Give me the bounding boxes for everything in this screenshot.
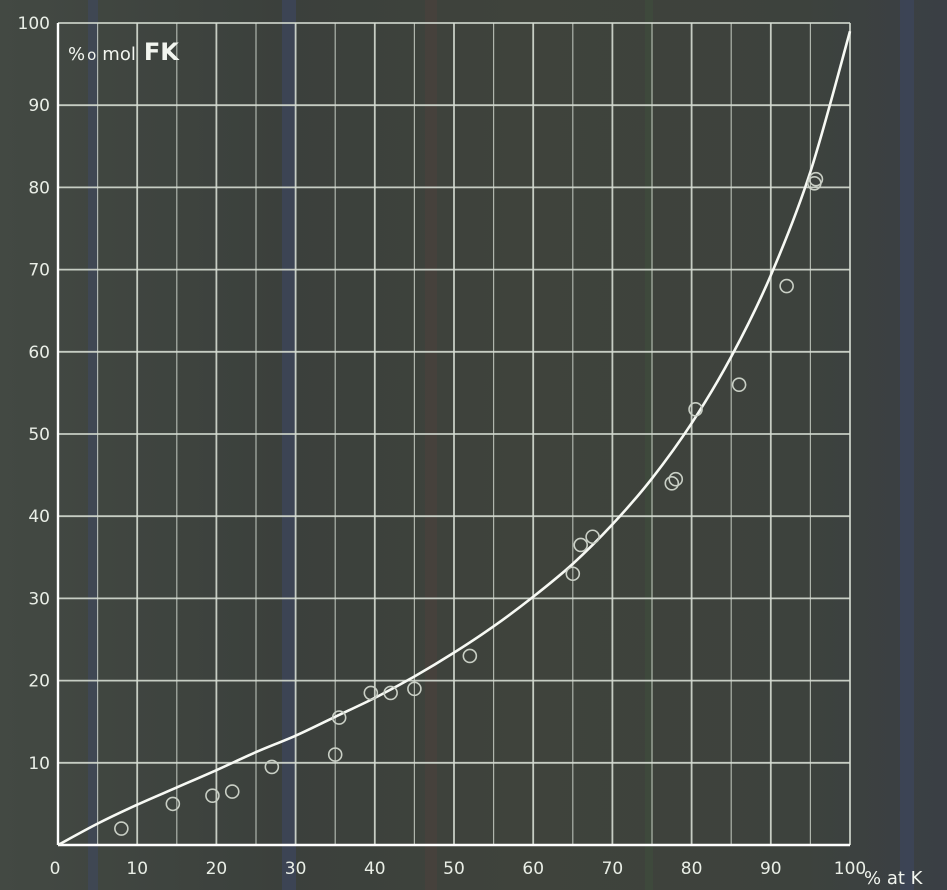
x-axis-label: % at K [864, 868, 924, 889]
y-axis-label: % o mol FK [68, 38, 180, 66]
y-tick-label: 30 [28, 589, 50, 609]
y-tick-label: 70 [28, 261, 50, 281]
fit-curve [57, 30, 852, 847]
data-point [688, 402, 703, 417]
scan-band [900, 0, 914, 890]
data-point [383, 685, 398, 701]
data-point [664, 476, 680, 491]
scan-band [88, 0, 98, 890]
x-tick-label: 70 [602, 859, 624, 879]
x-tick-label: 60 [522, 859, 544, 879]
data-point [462, 648, 478, 664]
grid [56, 22, 851, 847]
x-tick-label: 30 [285, 859, 307, 879]
scan-band [645, 0, 653, 890]
fit-curve-group [57, 30, 852, 847]
scan-band [282, 0, 296, 890]
data-point [165, 796, 181, 812]
data-point [585, 529, 600, 545]
y-tick-label: 50 [28, 425, 50, 445]
tick-labels: 0 10 20 30 40 50 60 70 80 90 100 10 20 30 40 50 60 70 80 90… [18, 14, 867, 879]
data-point [327, 747, 343, 762]
y-tick-label: 90 [28, 96, 50, 116]
data-point [668, 471, 684, 487]
data-point [114, 821, 129, 836]
data-point [224, 784, 240, 799]
data-points [114, 171, 824, 836]
data-point [731, 377, 747, 392]
data-point [363, 685, 379, 701]
data-point [264, 759, 280, 775]
data-point [779, 278, 794, 294]
x-tick-label: 10 [126, 859, 148, 879]
x-tick-label: 20 [206, 859, 228, 879]
y-tick-label: 10 [28, 754, 50, 774]
data-point [565, 566, 581, 582]
scan-band [425, 0, 437, 890]
y-tick-label: 100 [18, 14, 50, 34]
x-tick-label: 90 [760, 859, 782, 879]
data-point [573, 537, 589, 553]
x-tick-label: 0 [50, 859, 61, 879]
x-tick-label: 100 [834, 859, 866, 879]
x-tick-label: 80 [681, 859, 703, 879]
data-point [808, 171, 824, 187]
data-point [205, 788, 220, 803]
y-tick-label: 60 [28, 343, 50, 363]
y-tick-label: 40 [28, 507, 50, 527]
data-point [331, 710, 347, 725]
data-point [407, 681, 422, 697]
x-tick-label: 50 [443, 859, 465, 879]
x-tick-label: 40 [364, 859, 386, 879]
y-tick-label: 80 [28, 178, 50, 198]
y-tick-label: 20 [28, 672, 50, 692]
